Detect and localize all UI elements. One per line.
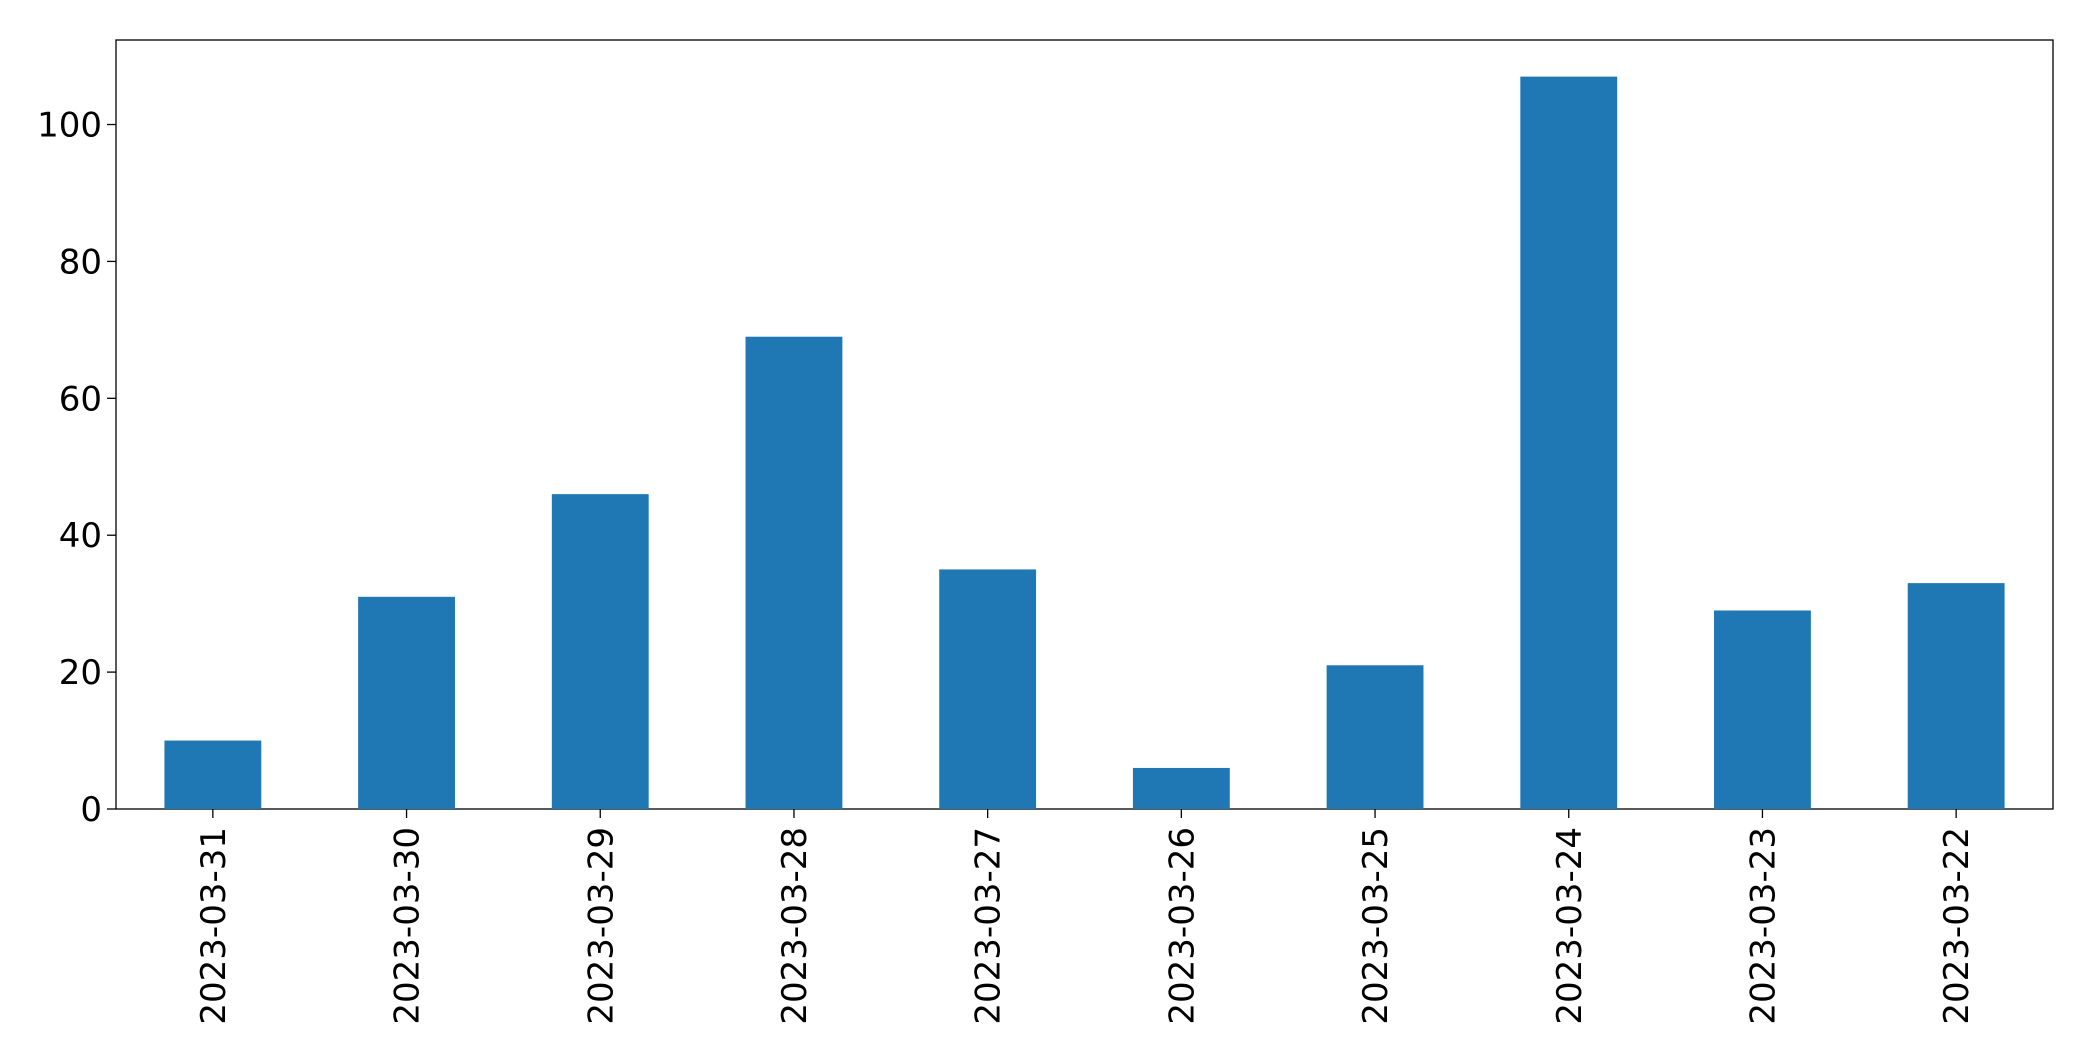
x-tick-label: 2023-03-27 — [969, 827, 1009, 1025]
y-tick-label: 0 — [80, 790, 102, 830]
bar — [551, 494, 649, 809]
bar — [1326, 665, 1424, 809]
bar — [939, 569, 1037, 809]
x-tick-label: 2023-03-23 — [1743, 827, 1783, 1025]
x-tick-label: 2023-03-25 — [1356, 827, 1396, 1025]
x-tick-label: 2023-03-26 — [1162, 827, 1202, 1025]
x-tick-label: 2023-03-24 — [1550, 827, 1590, 1025]
x-tick-label: 2023-03-29 — [581, 827, 621, 1025]
x-tick-label: 2023-03-31 — [194, 827, 234, 1025]
y-tick-label: 80 — [59, 242, 102, 282]
bar — [358, 596, 455, 809]
y-tick-label: 20 — [59, 653, 102, 693]
bar — [1520, 76, 1618, 810]
x-tick-label: 2023-03-28 — [775, 827, 815, 1025]
bar — [745, 336, 843, 809]
bar — [1714, 610, 1811, 809]
bar — [1907, 583, 2005, 809]
y-tick-label: 60 — [59, 379, 102, 419]
axes-frame — [115, 39, 2054, 810]
y-tick-label: 100 — [37, 106, 102, 146]
x-tick-label: 2023-03-30 — [388, 827, 428, 1025]
bar — [1132, 767, 1230, 809]
bar — [164, 740, 262, 809]
y-tick-label: 40 — [59, 516, 102, 556]
x-tick-label: 2023-03-22 — [1937, 827, 1977, 1025]
